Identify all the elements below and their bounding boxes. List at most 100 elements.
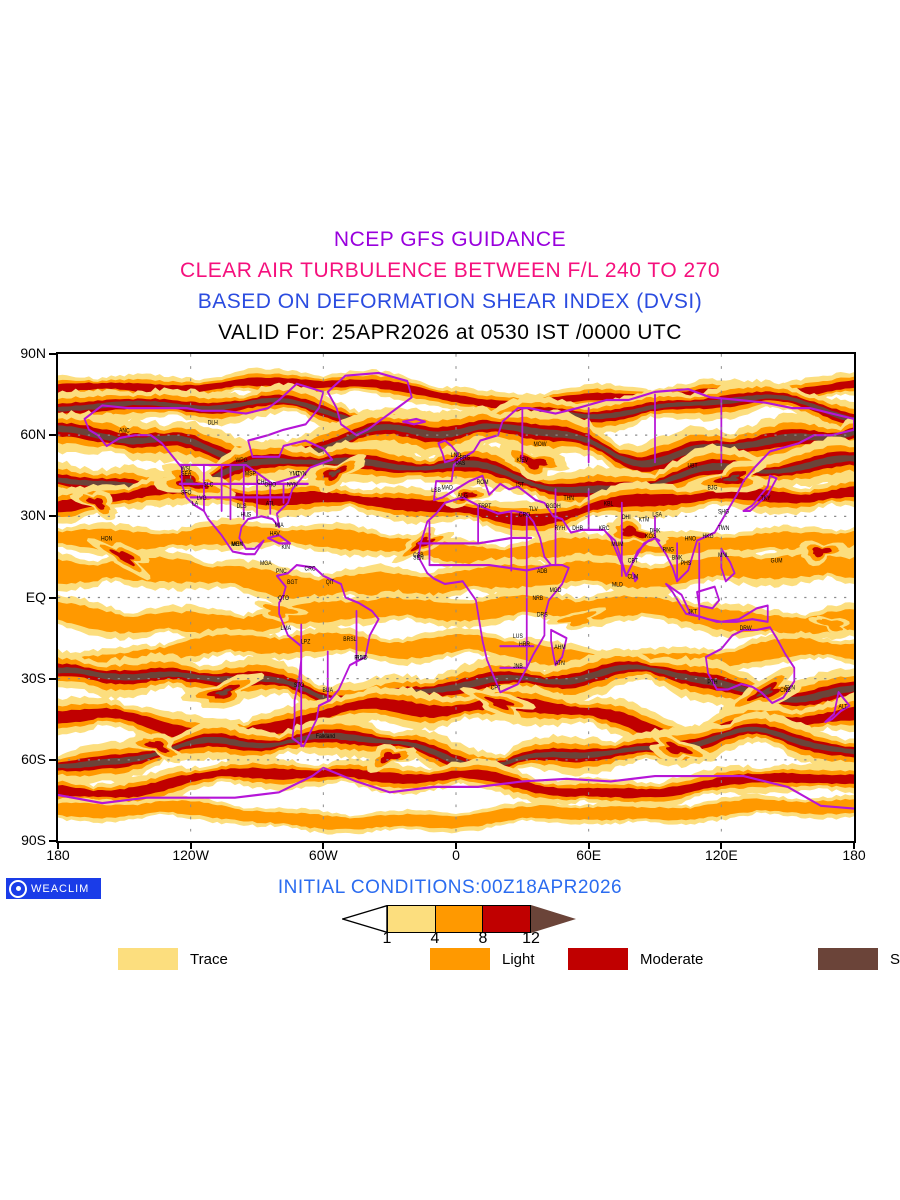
legend-item: Light — [430, 948, 535, 970]
turbulence-cell — [180, 672, 265, 709]
turbulence-cell-level-2 — [85, 497, 106, 510]
turbulence-contour-level-1 — [58, 594, 854, 636]
station-label: QTO — [278, 596, 289, 603]
station-label: CYN — [296, 471, 307, 478]
station-label: MLD — [612, 582, 623, 589]
station-label: MOW — [534, 442, 548, 449]
turbulence-cell-level-2 — [144, 741, 170, 754]
station-label: CPT — [491, 685, 502, 692]
station-label: DHI — [622, 515, 631, 522]
station-label: UBT — [688, 463, 699, 470]
weaclim-logo[interactable]: WEACLIM — [6, 878, 101, 899]
turbulence-cell — [684, 459, 767, 493]
turbulence-cell — [123, 733, 188, 764]
station-label: DRS — [537, 612, 548, 619]
longitude-tick — [189, 843, 192, 849]
station-label: ATL — [266, 501, 275, 508]
station-label: LMA — [281, 626, 292, 633]
coastline-path — [742, 474, 778, 513]
turbulence-contour-level-1 — [58, 523, 854, 566]
station-label: YMT — [289, 471, 300, 478]
station-label: KIN — [282, 544, 290, 551]
longitude-tick-label: 120W — [172, 847, 209, 863]
station-label: MUM — [611, 542, 623, 549]
station-label: MGA — [260, 561, 272, 568]
coastline-path — [605, 531, 661, 577]
colorbar-tick-labels: 1 4 8 12 — [342, 930, 576, 950]
longitude-tick-label: 180 — [842, 847, 866, 863]
station-label: BJG — [708, 485, 718, 492]
station-label: PNC — [276, 569, 287, 576]
station-label: RLVD — [354, 655, 367, 662]
colorbar-segment — [435, 905, 484, 933]
intensity-legend: Trace Light Moderate Severe — [0, 948, 900, 974]
station-label: ALG — [458, 493, 468, 500]
station-label: SEA — [181, 471, 191, 478]
turbulence-contour-level-1 — [58, 798, 854, 830]
station-label: ANC — [119, 428, 130, 435]
station-label: HNO — [685, 536, 697, 543]
station-label: CRC — [305, 566, 316, 573]
turbulence-cell — [305, 454, 367, 494]
station-label: KRC — [599, 525, 610, 532]
station-label: SLC — [203, 482, 213, 489]
longitude-tick-label: 0 — [452, 847, 460, 863]
station-label: SFO — [181, 490, 192, 497]
latitude-tick-label: 30N — [20, 507, 46, 524]
legend-swatch — [568, 948, 628, 970]
turbulence-cell — [86, 538, 151, 581]
turbulence-cell-level-1 — [262, 603, 299, 619]
legend-item: Severe — [818, 948, 900, 970]
turbulence-cell-level-1 — [556, 611, 597, 627]
turbulence-contour-level-3 — [58, 423, 854, 468]
turbulence-band — [58, 587, 854, 644]
turbulence-contour-level-0 — [58, 793, 854, 835]
longitude-tick-label: 120E — [704, 847, 738, 863]
station-label: LA — [192, 501, 198, 508]
station-label: TKY — [761, 496, 771, 503]
station-label: MIA — [275, 523, 284, 530]
station-label: LVG — [197, 496, 207, 503]
station-label: HON — [101, 536, 112, 543]
coastline-path — [704, 626, 796, 705]
legend-swatch — [118, 948, 178, 970]
latitude-tick-label: 60N — [20, 426, 46, 443]
turbulence-cell-level-3 — [756, 687, 773, 697]
turbulence-cell-level-2 — [109, 549, 135, 567]
title-block: NCEP GFS GUIDANCE CLEAR AIR TURBULENCE B… — [0, 224, 900, 348]
station-label: DHB — [572, 525, 583, 532]
turbulence-contour-level-1 — [58, 553, 854, 600]
turbulence-cell-level-2 — [812, 547, 833, 558]
station-label: WPG — [235, 458, 247, 465]
turbulence-band — [58, 793, 854, 835]
longitude-tick — [853, 843, 855, 849]
latitude-tick-label: 60S — [21, 750, 46, 767]
station-label: ATN — [555, 661, 565, 668]
station-label: DLH — [208, 420, 218, 427]
longitude-tick — [720, 843, 723, 849]
station-label: PHS — [681, 561, 692, 568]
turbulence-contour-level-3 — [58, 394, 854, 434]
station-label: HUS — [241, 512, 252, 519]
station-label: LSB — [431, 488, 441, 495]
cat-forecast-map[interactable]: ANC HON DLH WSL SEA WPG MSP CHI OHO SLC SFO LVG LA DL… — [56, 352, 856, 843]
turbulence-contour-level-3 — [58, 726, 854, 770]
turbulence-cell — [254, 600, 309, 622]
station-label: HRR — [519, 642, 530, 649]
station-label: CBT — [628, 558, 639, 565]
station-label: SYN — [785, 685, 795, 692]
latitude-tick-label: 90N — [20, 345, 46, 361]
station-label: MAD — [442, 485, 453, 492]
station-label: DHK — [650, 528, 661, 535]
turbulence-cell — [808, 615, 850, 635]
station-label: KIEV — [517, 458, 529, 465]
turbulence-contour-level-2 — [58, 767, 854, 799]
station-label: HAV — [270, 531, 280, 538]
station-label: THN — [564, 496, 574, 503]
longitude-tick — [57, 843, 59, 849]
coastline-path — [178, 463, 300, 485]
longitude-tick — [455, 843, 457, 849]
station-label: BGDH — [546, 504, 561, 511]
colorbar-tick-label: 12 — [522, 930, 540, 947]
